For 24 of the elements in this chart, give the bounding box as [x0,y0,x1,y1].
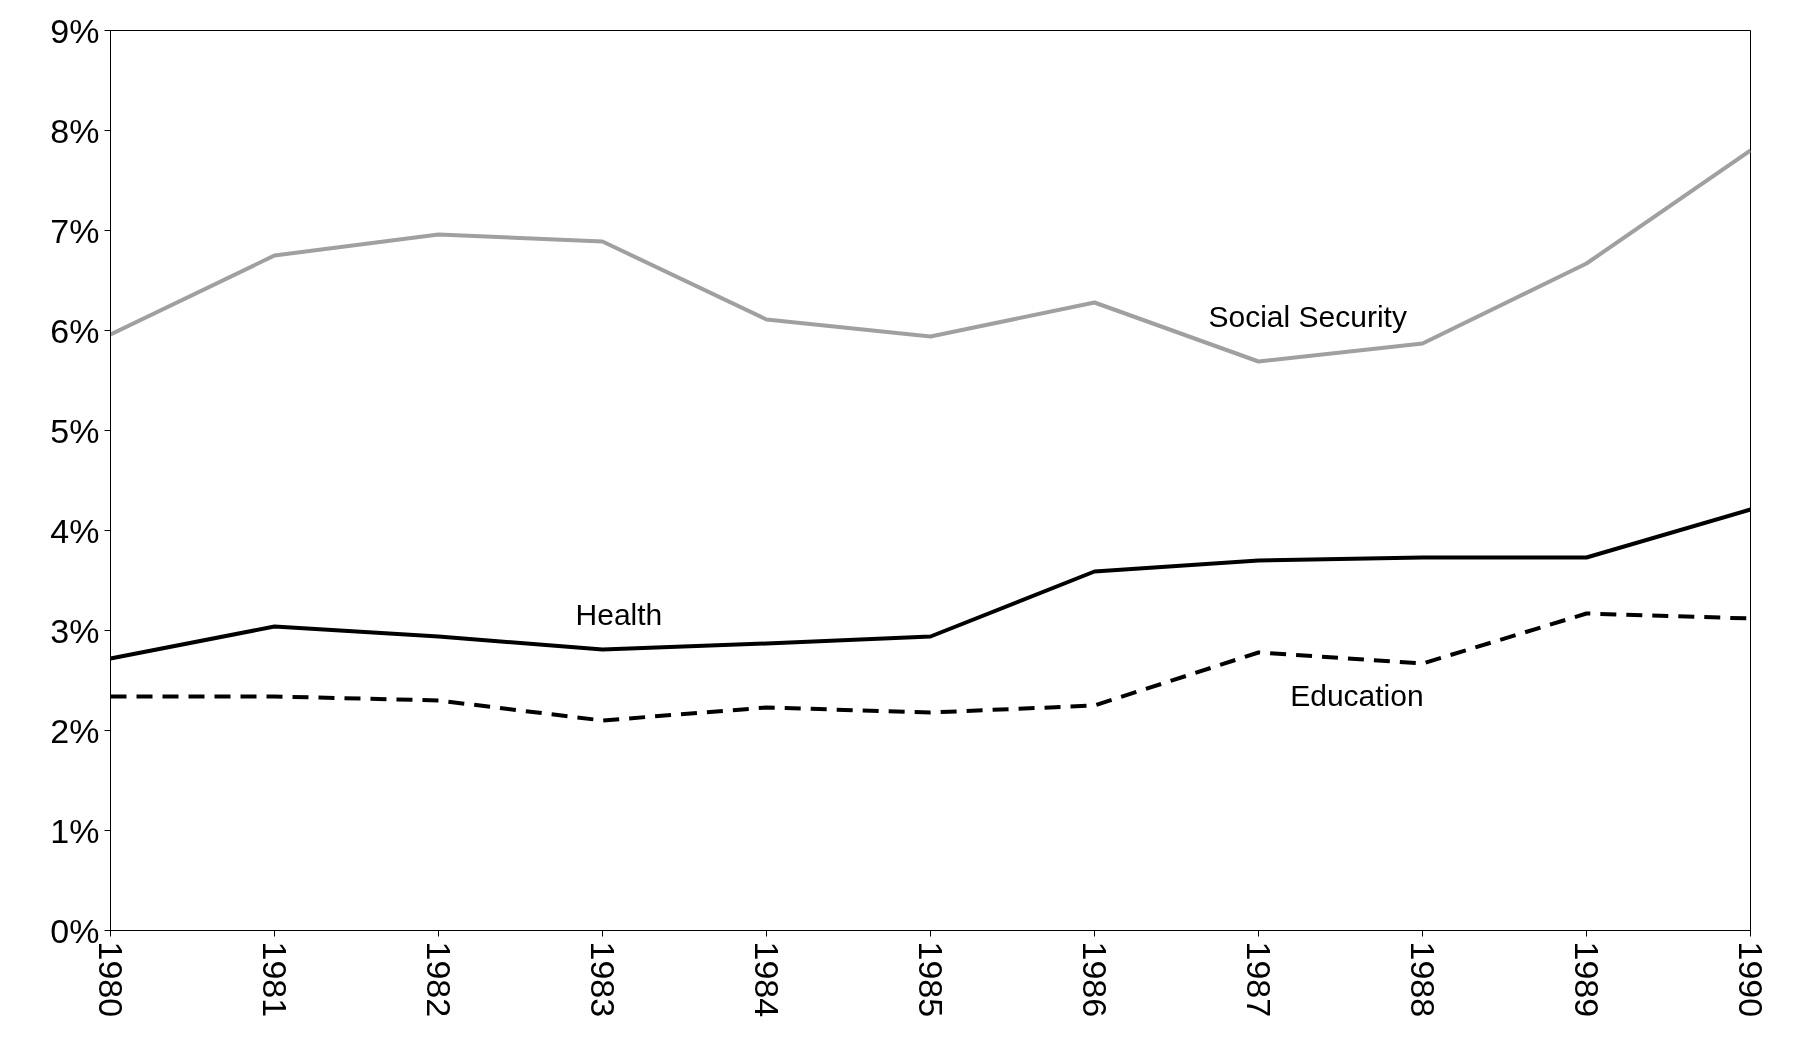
x-tick-label: 1990 [1732,941,1770,1018]
x-tick-label: 1988 [1404,941,1442,1018]
x-tick-label: 1982 [420,941,458,1018]
series-label: Social Security [1208,299,1407,333]
line-series [110,148,1751,364]
y-tick-label: 0% [50,911,100,950]
y-tick-label: 1% [50,811,100,850]
y-tick-label: 2% [50,711,100,750]
x-tick-label: 1987 [1240,941,1278,1018]
y-tick-label: 7% [50,211,100,250]
y-tick-label: 9% [50,11,100,50]
x-tick-label: 1985 [912,941,950,1018]
x-tick-label: 1986 [1076,941,1114,1018]
y-tick-label: 5% [50,411,100,450]
x-tick-label: 1983 [584,941,622,1018]
series-label: Education [1290,678,1424,712]
y-tick-label: 6% [50,311,100,350]
series-label: Health [575,598,663,632]
y-tick-label: 3% [50,611,100,650]
x-tick-label: 1984 [748,941,786,1018]
x-tick-label: 1989 [1568,941,1606,1018]
y-tick-label: 4% [50,511,100,550]
x-tick-label: 1981 [256,941,294,1018]
y-tick-label: 8% [50,111,100,150]
